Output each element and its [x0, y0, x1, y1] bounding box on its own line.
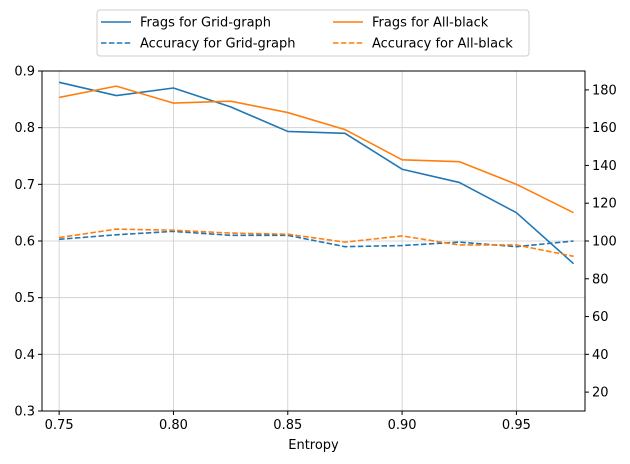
right-y-tick-label: 120: [592, 197, 617, 212]
series-line-frags-for-all-black: [58, 85, 574, 214]
left-y-tick-label: 0.4: [14, 348, 35, 363]
right-y-tick-label: 40: [592, 348, 609, 363]
series-line-frags-for-grid-graph: [58, 81, 575, 265]
legend-entry-label: Accuracy for All-black: [372, 37, 513, 52]
x-tick-label: 0.95: [502, 418, 531, 433]
left-y-tick-label: 0.9: [14, 65, 35, 80]
left-y-tick-label: 0.6: [14, 235, 35, 250]
x-axis-label: Entropy: [288, 438, 339, 453]
series-line-accuracy-for-all-black: [59, 228, 574, 258]
legend-box: [96, 9, 530, 57]
right-y-tick-label: 180: [592, 83, 617, 98]
x-tick-label: 0.80: [159, 418, 188, 433]
right-y-tick-label: 20: [592, 386, 609, 401]
right-y-tick-label: 160: [592, 121, 617, 136]
left-y-tick-label: 0.5: [14, 291, 35, 306]
x-tick-label: 0.75: [45, 418, 74, 433]
legend: Frags for Grid-graph Accuracy for Grid-gr…: [96, 9, 530, 57]
right-y-tick-label: 140: [592, 159, 617, 174]
right-y-tick-label: 100: [592, 235, 617, 250]
axis-layer: 0.75 0.80 0.85 0.90 0.95 0.3 0.4 0.5 0.6 0.7 0.8 0.…: [14, 65, 617, 434]
x-tick-label: 0.90: [388, 418, 417, 433]
legend-entry-label: Frags for Grid-graph: [140, 16, 271, 31]
right-y-tick-label: 60: [592, 310, 609, 325]
legend-entry-label: Accuracy for Grid-graph: [140, 37, 296, 52]
left-y-tick-label: 0.7: [14, 178, 35, 193]
right-y-tick-label: 80: [592, 272, 609, 287]
legend-entry-label: Frags for All-black: [372, 16, 489, 31]
left-y-tick-label: 0.3: [14, 405, 35, 420]
left-y-tick-label: 0.8: [14, 121, 35, 136]
x-tick-label: 0.85: [273, 418, 302, 433]
series-layer: [58, 81, 575, 265]
